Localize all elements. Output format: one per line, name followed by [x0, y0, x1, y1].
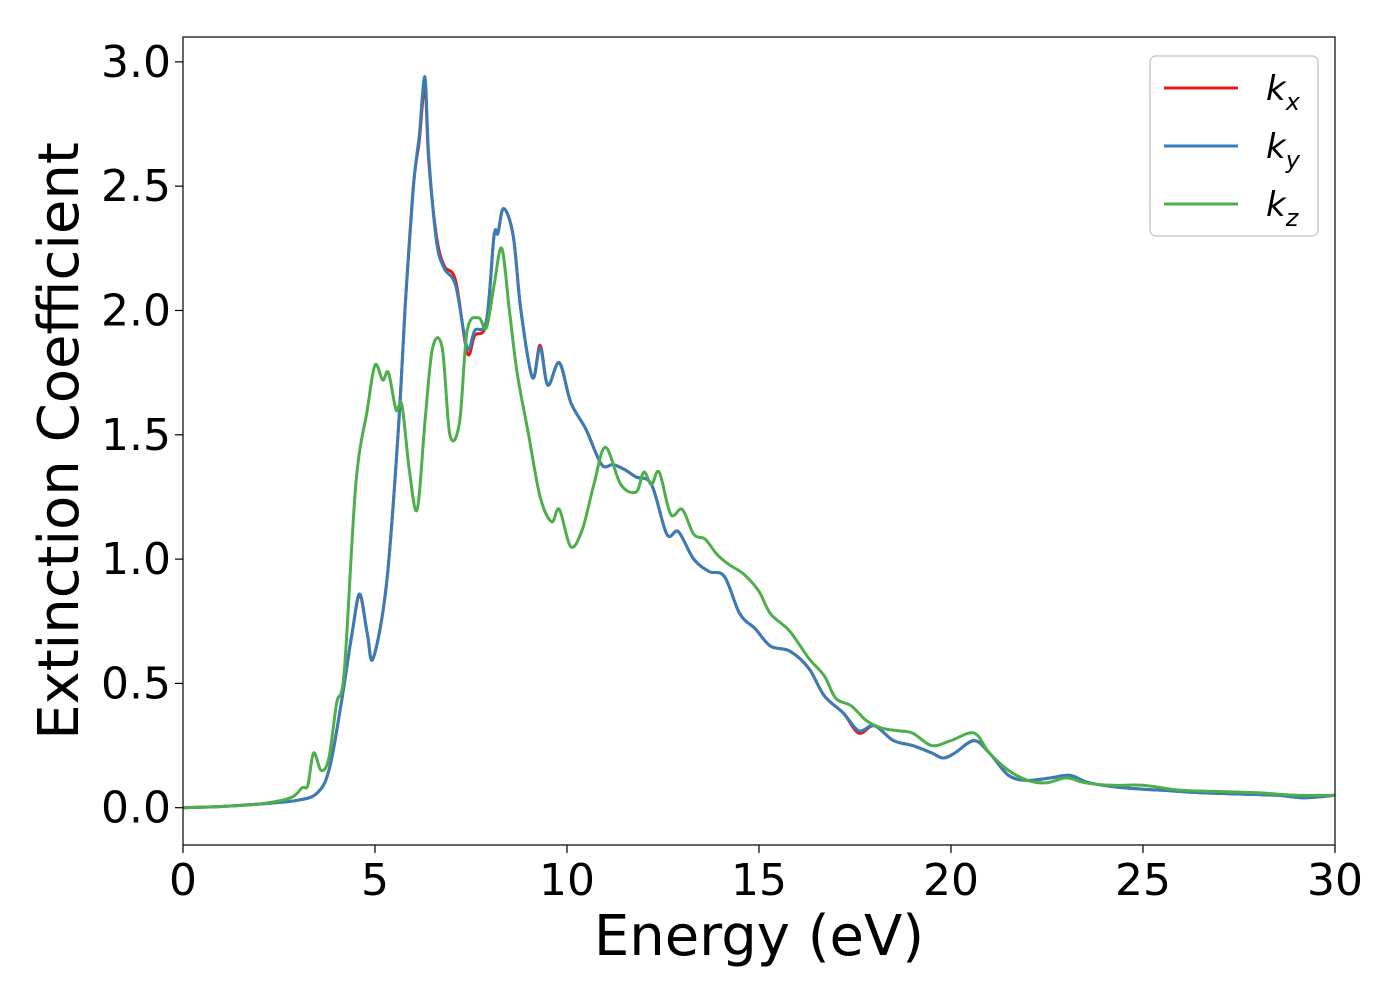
legend-label-sub: z [1285, 204, 1300, 232]
x-tick-label: 15 [731, 855, 787, 906]
legend-label-base: k [1266, 69, 1287, 109]
y-tick-label: 1.5 [101, 410, 171, 461]
y-axis-title: Extinction Coefficient [27, 142, 92, 740]
y-tick-label: 0.0 [101, 783, 171, 834]
x-tick-label: 30 [1307, 855, 1363, 906]
x-tick-label: 25 [1115, 855, 1171, 906]
legend-label-base: k [1266, 127, 1287, 167]
series-line-kz [183, 246, 1335, 810]
y-tick-label: 1.0 [101, 534, 171, 585]
legend-label-sub: y [1285, 146, 1301, 174]
legend-label: kx [1266, 69, 1301, 116]
y-tick-label: 3.0 [101, 37, 171, 88]
x-tick-label: 20 [923, 855, 979, 906]
y-tick-label: 0.5 [101, 658, 171, 709]
series-layer [183, 75, 1335, 810]
ticks-layer: 0 5 10 15 20 25 30 0.0 0.5 1.0 1.5 2.0 2.5 3.0 [101, 37, 1363, 906]
x-tick-label: 10 [539, 855, 595, 906]
x-axis-title: Energy (eV) [594, 904, 924, 969]
y-tick-label: 2.5 [101, 161, 171, 212]
x-tick-label: 0 [169, 855, 197, 906]
legend-label-sub: x [1285, 88, 1301, 116]
x-tick-label: 5 [361, 855, 389, 906]
legend-label-base: k [1266, 185, 1287, 225]
legend-label: ky [1266, 127, 1301, 174]
legend-label: kz [1266, 185, 1300, 232]
y-tick-label: 2.0 [101, 285, 171, 336]
